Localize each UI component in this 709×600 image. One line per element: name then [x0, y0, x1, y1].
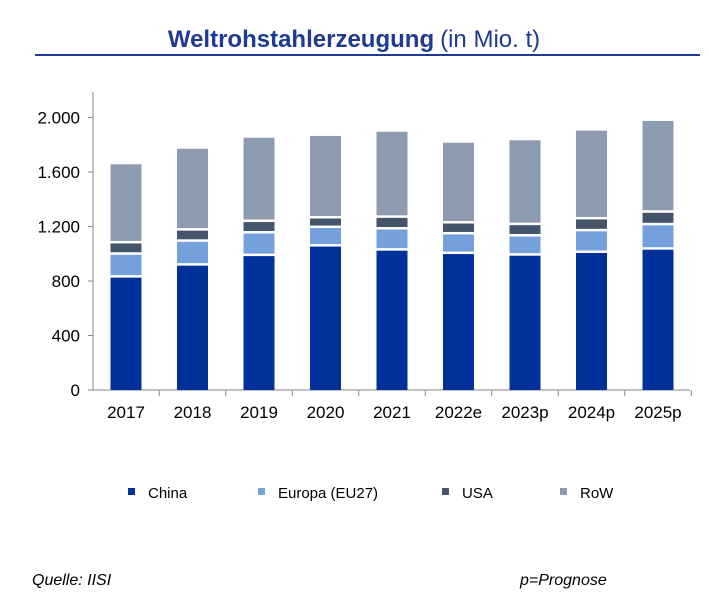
bar-china-2023p	[509, 255, 541, 390]
bar-row-2019	[243, 137, 275, 220]
bar-row-2023p	[509, 140, 541, 223]
x-tick-label: 2021	[373, 403, 411, 422]
bar-europa-eu27--2022e	[443, 234, 474, 252]
bar-usa-2022e	[443, 223, 474, 232]
bar-row-2021	[376, 131, 408, 216]
bar-europa-eu27--2018	[177, 241, 208, 264]
legend-label: Europa (EU27)	[278, 485, 378, 502]
bar-usa-2025p	[642, 212, 674, 223]
y-tick-label: 0	[71, 381, 80, 400]
bar-china-2018	[177, 265, 208, 390]
bar-usa-2018	[177, 230, 208, 240]
x-tick-label: 2022e	[435, 403, 482, 422]
bar-china-2020	[310, 246, 341, 390]
bar-row-2020	[310, 135, 341, 217]
bar-europa-eu27--2021	[376, 229, 408, 249]
bar-row-2024p	[576, 130, 607, 217]
y-tick-label: 400	[52, 327, 80, 346]
legend-swatch	[560, 488, 567, 495]
bar-china-2017	[110, 277, 142, 390]
bar-row-2018	[177, 148, 208, 229]
legend-label: China	[148, 485, 188, 502]
bar-usa-2017	[110, 243, 142, 253]
forecast-note: p=Prognose	[519, 572, 607, 589]
x-tick-label: 2024p	[568, 403, 615, 422]
x-tick-label: 2019	[240, 403, 278, 422]
bar-europa-eu27--2017	[110, 254, 142, 276]
y-tick-label: 1.200	[37, 218, 80, 237]
bar-europa-eu27--2020	[310, 228, 341, 245]
bar-usa-2020	[310, 218, 341, 226]
bar-row-2017	[110, 164, 142, 241]
legend-swatch	[128, 488, 135, 495]
bar-china-2022e	[443, 254, 474, 390]
bar-china-2024p	[576, 252, 607, 390]
x-tick-label: 2025p	[634, 403, 681, 422]
bar-europa-eu27--2025p	[642, 225, 674, 248]
x-tick-label: 2023p	[501, 403, 548, 422]
bar-row-2022e	[443, 142, 474, 222]
bar-europa-eu27--2024p	[576, 231, 607, 251]
x-tick-label: 2018	[174, 403, 212, 422]
x-tick-label: 2017	[107, 403, 145, 422]
bar-usa-2023p	[509, 225, 541, 234]
legend-label: USA	[462, 485, 493, 502]
chart-title: Weltrohstahlerzeugung (in Mio. t)	[168, 26, 540, 53]
bar-europa-eu27--2023p	[509, 236, 541, 254]
legend-label: RoW	[580, 485, 614, 502]
y-tick-label: 800	[52, 272, 80, 291]
bar-china-2019	[243, 256, 275, 390]
bar-china-2021	[376, 250, 408, 390]
y-tick-label: 2.000	[37, 109, 80, 128]
bar-europa-eu27--2019	[243, 233, 275, 254]
bar-row-2025p	[642, 120, 674, 211]
y-tick-label: 1.600	[37, 163, 80, 182]
bar-usa-2019	[243, 222, 275, 231]
source-note: Quelle: IISI	[32, 572, 112, 589]
bar-china-2025p	[642, 249, 674, 390]
bar-usa-2021	[376, 217, 408, 228]
legend-swatch	[258, 488, 265, 495]
x-tick-label: 2020	[307, 403, 345, 422]
bar-usa-2024p	[576, 219, 607, 229]
legend-swatch	[442, 488, 449, 495]
